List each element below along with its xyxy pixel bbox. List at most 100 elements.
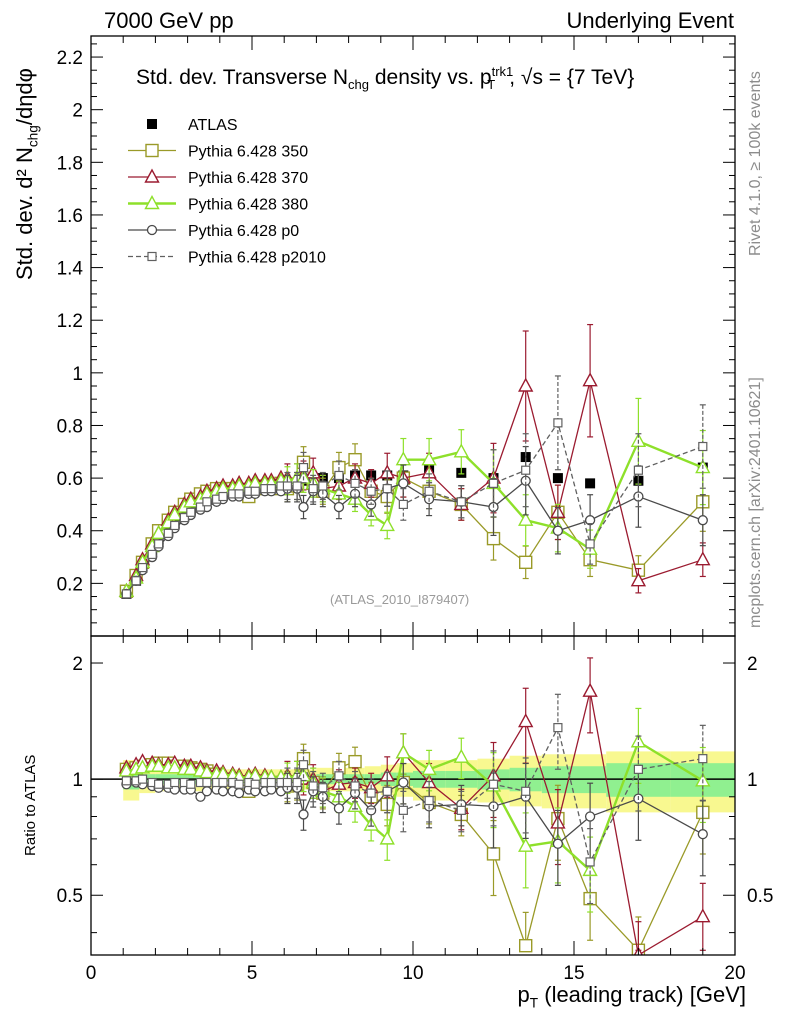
p2010-point — [488, 478, 499, 488]
p0-point — [365, 805, 377, 816]
legend-entry-p380: Pythia 6.428 380 — [128, 195, 308, 214]
p380-point — [150, 757, 167, 772]
p0-point — [584, 811, 596, 822]
reference-analysis-tag: (ATLAS_2010_I879407) — [330, 592, 470, 607]
y-tick-label: 1.4 — [57, 259, 84, 280]
ratio-tick-label-right: 1 — [747, 770, 758, 791]
p350-point — [519, 555, 533, 570]
y-axis-label-main: Std. dev. d² Nchg/dηdφ — [12, 68, 41, 280]
x-tick-label: 20 — [724, 963, 745, 984]
legend-entry-p2010: Pythia 6.428 p2010 — [128, 250, 326, 267]
p370-point — [695, 551, 711, 566]
p2010-point — [633, 764, 644, 774]
p2010-point — [282, 777, 293, 788]
p2010-point — [163, 528, 173, 538]
p2010-point — [553, 418, 563, 428]
p0-point — [201, 786, 213, 797]
p370-point — [518, 377, 534, 392]
p0-point — [333, 803, 345, 814]
p380-point — [199, 764, 215, 779]
p2010-point — [202, 497, 212, 507]
p350-point — [486, 847, 501, 861]
y-tick-label: 0.2 — [57, 574, 83, 595]
ratio-plot-series — [118, 657, 711, 955]
p2010-point — [585, 539, 595, 549]
p370-point — [518, 713, 534, 728]
ratio-tick-label: 0.5 — [57, 886, 83, 907]
y-tick-label: 0.8 — [57, 416, 83, 437]
p0-point — [398, 478, 409, 489]
ratio-tick-label-right: 0.5 — [747, 886, 773, 907]
p380-point — [582, 861, 598, 877]
p0-point — [697, 515, 708, 526]
p2010-point — [456, 805, 466, 815]
p2010-point — [137, 562, 148, 573]
p370-ratio-line — [126, 691, 704, 955]
y-tick-label: 1.8 — [57, 153, 83, 174]
p2010-point — [218, 491, 228, 502]
p0-point — [552, 838, 564, 849]
p2010-point — [186, 507, 196, 517]
p380-point — [453, 443, 469, 458]
y-tick-label: 1.6 — [57, 206, 83, 227]
legend-entry-p350: Pythia 6.428 350 — [128, 144, 308, 161]
p2010-point — [553, 723, 563, 733]
p380-point — [518, 837, 534, 852]
legend-label-p2010: Pythia 6.428 p2010 — [188, 250, 326, 267]
p2010-point — [350, 781, 360, 791]
p0-point — [233, 787, 245, 799]
p2010-point — [121, 776, 132, 786]
p2010-point — [250, 486, 260, 496]
legend-entry-p0: Pythia 6.428 p0 — [128, 223, 299, 240]
legend-label-p0: Pythia 6.428 p0 — [188, 223, 299, 240]
p2010-point — [366, 486, 376, 496]
p2010-point — [292, 777, 302, 788]
p2010-ratio-series — [121, 693, 708, 905]
plot-title: Std. dev. Transverse Nchg density vs. pt… — [136, 64, 635, 93]
rivet-version-label: Rivet 4.1.0, ≥ 100k events — [747, 71, 764, 256]
y-tick-label: 1 — [72, 364, 83, 385]
p0-series — [121, 445, 708, 600]
p2010-point — [298, 760, 309, 770]
p370-point — [144, 168, 160, 183]
p2010-point — [137, 774, 148, 784]
p380-point — [453, 748, 469, 763]
atlas-point — [585, 478, 596, 489]
p2010-point — [488, 779, 499, 789]
p2010-point — [456, 497, 466, 507]
p380-point — [183, 760, 199, 776]
y-tick-label: 0.4 — [57, 522, 84, 543]
main-plot-series — [118, 323, 711, 600]
p380-point — [379, 830, 395, 845]
p2010-point — [366, 788, 376, 798]
p2010-point — [234, 489, 244, 499]
p2010-point — [154, 539, 164, 549]
legend-entry-p370: Pythia 6.428 370 — [128, 168, 308, 187]
p2010-point — [585, 857, 595, 867]
legend-label-p350: Pythia 6.428 350 — [188, 144, 308, 161]
p2010-point — [633, 465, 644, 475]
p2010-point — [179, 512, 189, 523]
p0-point — [217, 786, 229, 797]
p0-point — [398, 777, 409, 788]
legend-entry-atlas: ATLAS — [147, 117, 238, 134]
p380-point — [421, 760, 437, 776]
p350-series — [119, 443, 710, 598]
p380-point — [421, 451, 437, 466]
p370-point — [582, 682, 598, 697]
p0-point — [333, 501, 345, 513]
legend-label-p370: Pythia 6.428 370 — [188, 170, 308, 187]
p2010-point — [398, 805, 408, 815]
x-tick-label: 5 — [247, 963, 258, 984]
p2010-point — [382, 786, 392, 796]
p350-point — [519, 938, 533, 953]
atlas-point — [552, 473, 563, 484]
p0-point — [298, 809, 309, 820]
p380-line — [125, 439, 704, 592]
p350-point — [348, 754, 362, 769]
p2010-point — [170, 777, 180, 788]
p2010-point — [154, 779, 164, 789]
p2010-point — [147, 251, 157, 262]
p2010-series — [121, 375, 708, 599]
